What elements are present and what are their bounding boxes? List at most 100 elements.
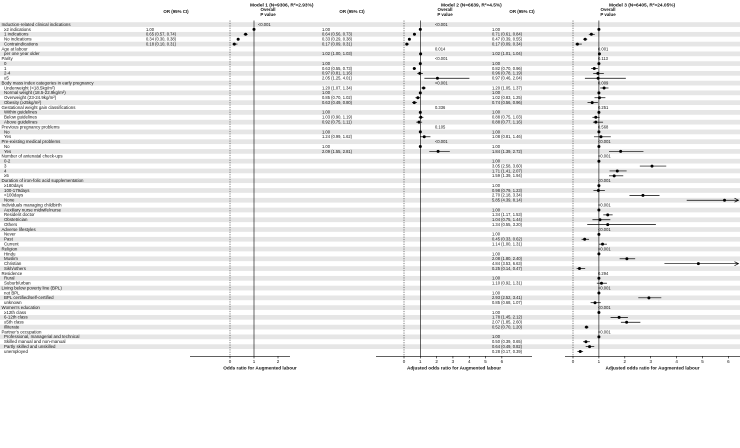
row-label: 1 indications [4,32,29,37]
row-group-label: Induction-related clinical indications [2,22,72,27]
point-estimate [418,62,422,66]
or-value: 1.00 [492,251,501,256]
p-value: <0.001 [598,154,611,159]
point-estimate [418,130,422,134]
x-tick-label: 4 [675,359,678,364]
row-label: 6-12th class [4,315,28,320]
point-estimate [597,310,601,314]
or-value: 1.02 (0.83, 1.25) [492,95,523,100]
row-band [0,207,740,213]
row-label: not BPL [4,290,20,295]
point-estimate [597,291,601,295]
or-value: 1.00 [322,129,331,134]
x-axis-title: Adjusted odds ratio for Augmented labour [407,365,501,370]
row-band [0,90,740,96]
point-estimate [606,223,610,227]
row-group-label: Religion [2,246,18,251]
row-label: Current [4,242,19,247]
panel-title: Model 2 (N=6639, R²=4.5%) [441,3,502,9]
p-value: <0.001 [435,139,448,144]
row-group-label: Body mass index categories in early preg… [2,80,95,85]
row-label: 2-4 [4,71,11,76]
point-estimate [577,267,581,271]
or-value: 0.34 (0.30, 0.38) [146,37,177,42]
row-label: Christian [4,261,22,266]
row-band [0,275,740,281]
row-label: ≥5 [4,173,9,178]
point-estimate [598,218,602,222]
point-estimate [597,276,601,280]
point-estimate [418,71,422,75]
row-group-label: Partner's occupation [2,329,42,334]
point-estimate [597,335,601,339]
or-value: 0.63 (0.49, 0.80) [322,100,353,105]
p-value: 0.568 [598,124,609,129]
point-estimate [583,37,587,41]
or-value: 1.24 (0.99, 1.62) [322,134,353,139]
p-value: 0.336 [435,105,446,110]
row-band [0,149,740,154]
point-estimate [416,96,420,100]
x-tick-label: 0 [572,359,575,364]
or-value: 2.08 (1.80, 2.40) [492,256,523,261]
panel-title: Model 3 (N=6405, R²=24.05%) [609,3,676,9]
point-estimate [590,101,594,105]
point-estimate [597,52,601,56]
point-estimate [589,32,593,36]
or-value: 1.00 [492,159,501,164]
row-label: Hindu [4,251,16,256]
row-label: Obstetrician [4,217,28,222]
row-group-label: Individuals managing childbirth [2,202,63,207]
row-band [0,41,740,47]
row-group-label: Gestational weight gain classifications [2,105,77,110]
row-label: Skilled manual and non-manual [4,339,66,344]
point-estimate [418,110,422,114]
row-band [0,51,740,57]
x-tick-label: 0 [229,359,232,364]
row-label: unknown [4,300,22,305]
point-estimate [597,130,601,134]
or-value: 5.85 (4.39, 8.14) [492,198,523,203]
or-value: 0.74 (0.56, 0.96) [492,100,523,105]
row-group-label: Previous pregnancy problems [2,124,61,129]
point-estimate [650,164,654,168]
or-column-header: OR (95% CI) [509,9,535,14]
row-label: Others [4,222,18,227]
p-value: <0.001 [598,139,611,144]
pvalue-column-header: P value [260,12,276,17]
row-label: Never [4,232,16,237]
row-label: 4 [4,168,7,173]
or-value: 1.00 [322,110,331,115]
x-tick-label: 2 [435,359,438,364]
point-estimate [435,76,439,80]
panel-title: Model 1 (N=9306, R²=2.93%) [250,3,314,9]
row-band [0,31,740,37]
or-value: 0.17 (0.09, 0.34) [492,41,523,46]
point-estimate [583,237,587,241]
point-estimate [596,188,600,192]
point-estimate [599,135,603,139]
row-label: Underweight (<18.5kg/m²) [4,85,55,90]
row-band [0,324,740,330]
row-label: Rural [4,276,15,281]
or-value: 1.00 [492,110,501,115]
point-estimate [617,315,621,319]
or-value: 0.63 (0.55, 0.73) [322,66,353,71]
row-group-label: Living below poverty line (BPL) [2,285,63,290]
point-estimate [696,262,700,266]
p-value: <0.001 [598,285,611,290]
row-label: Partly skilled and unskilled [4,344,56,349]
x-tick-label: 1 [598,359,601,364]
p-value: 0.009 [598,80,609,85]
or-value: 1.00 [322,61,331,66]
or-value: 4.84 (3.53, 6.63) [492,261,523,266]
or-value: 2.05 (1.25, 4.01) [322,76,353,81]
or-value: 0.52 (0.70, 1.20) [492,324,523,329]
point-estimate [588,345,592,349]
point-estimate [596,71,600,75]
row-label: <100days [4,193,24,198]
or-value: 0.17 (0.09, 0.31) [322,41,353,46]
row-group-label: Pre-existing medical problems [2,139,62,144]
point-estimate [597,252,601,256]
row-band [0,197,740,203]
